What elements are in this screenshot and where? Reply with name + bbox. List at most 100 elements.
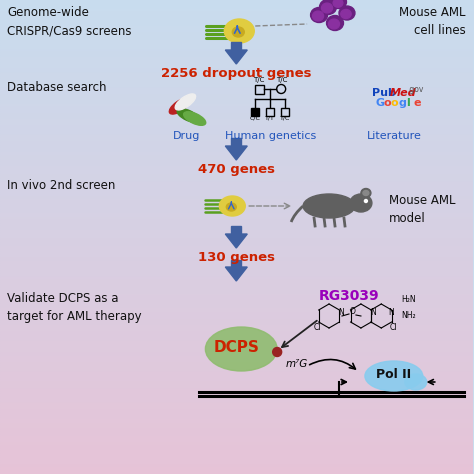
Ellipse shape [226, 203, 237, 211]
Bar [0, 36, 473, 38]
Ellipse shape [319, 0, 337, 15]
Bar [0, 133, 473, 135]
Bar [0, 147, 473, 149]
Bar [0, 168, 473, 171]
Bar [0, 178, 473, 180]
Bar [0, 47, 473, 50]
Bar [0, 303, 473, 306]
Bar [0, 55, 473, 57]
Bar [0, 33, 473, 36]
Bar [0, 427, 473, 429]
Bar [0, 81, 473, 83]
Text: Literature: Literature [366, 131, 421, 141]
Bar [0, 417, 473, 419]
Bar [0, 109, 473, 111]
Bar [0, 180, 473, 182]
Bar [0, 66, 473, 69]
Bar [231, 138, 241, 146]
Bar [0, 166, 473, 168]
Bar [251, 108, 259, 116]
Bar [0, 100, 473, 102]
Bar [0, 21, 473, 24]
Bar [0, 256, 473, 258]
Bar [0, 301, 473, 303]
Bar [0, 462, 473, 465]
Bar [0, 76, 473, 78]
Bar [0, 327, 473, 329]
Bar [0, 156, 473, 159]
Bar [0, 318, 473, 320]
Polygon shape [225, 50, 247, 64]
Bar [0, 249, 473, 251]
Bar [0, 415, 473, 417]
Ellipse shape [169, 98, 190, 114]
Bar [0, 282, 473, 284]
Bar [0, 398, 473, 401]
Bar [0, 57, 473, 59]
Bar [0, 337, 473, 339]
Bar [0, 419, 473, 422]
Text: 2256 dropout genes: 2256 dropout genes [161, 67, 311, 80]
Bar [0, 310, 473, 313]
Bar [0, 45, 473, 47]
Bar [0, 225, 473, 228]
Ellipse shape [232, 27, 244, 37]
Bar [0, 104, 473, 107]
Bar [0, 372, 473, 374]
Bar [0, 261, 473, 263]
Bar [0, 438, 473, 441]
Ellipse shape [183, 112, 206, 125]
Bar [0, 140, 473, 142]
Bar [0, 216, 473, 218]
Bar [0, 379, 473, 382]
Bar [0, 436, 473, 438]
Text: Pub: Pub [372, 88, 396, 98]
Bar [0, 5, 473, 7]
Text: o: o [391, 98, 399, 108]
Bar [0, 408, 473, 410]
Bar [0, 287, 473, 289]
Bar [0, 137, 473, 140]
Text: Drug: Drug [173, 131, 200, 141]
Ellipse shape [321, 3, 333, 13]
Bar [0, 306, 473, 308]
Polygon shape [225, 234, 247, 248]
Bar [0, 83, 473, 85]
Bar [0, 19, 473, 21]
Bar [0, 228, 473, 230]
Bar [0, 38, 473, 40]
Bar [0, 465, 473, 467]
Bar [0, 130, 473, 133]
Text: Genome-wide
CRISPR/Cas9 screens: Genome-wide CRISPR/Cas9 screens [7, 6, 131, 37]
Bar [0, 263, 473, 265]
Ellipse shape [224, 19, 254, 43]
Ellipse shape [219, 196, 245, 216]
Bar [0, 308, 473, 310]
Bar [0, 457, 473, 460]
Ellipse shape [205, 327, 277, 371]
Polygon shape [225, 267, 247, 281]
Text: Validate DCPS as a
target for AML therapy: Validate DCPS as a target for AML therap… [7, 292, 142, 323]
Bar [0, 424, 473, 427]
Bar [0, 258, 473, 261]
Ellipse shape [363, 191, 369, 195]
Ellipse shape [333, 0, 343, 7]
Bar [0, 344, 473, 346]
Bar [0, 118, 473, 121]
Bar [0, 294, 473, 296]
Bar [0, 62, 473, 64]
Bar [0, 348, 473, 351]
Bar [0, 121, 473, 123]
Bar [0, 339, 473, 341]
Bar [0, 472, 473, 474]
Bar [0, 396, 473, 398]
Bar [0, 242, 473, 244]
Bar [0, 123, 473, 126]
Text: Mouse AML
cell lines: Mouse AML cell lines [399, 6, 465, 37]
Bar [0, 114, 473, 116]
Bar [0, 164, 473, 166]
Bar [0, 175, 473, 178]
Ellipse shape [350, 194, 372, 212]
Bar [0, 59, 473, 62]
Bar [0, 322, 473, 325]
